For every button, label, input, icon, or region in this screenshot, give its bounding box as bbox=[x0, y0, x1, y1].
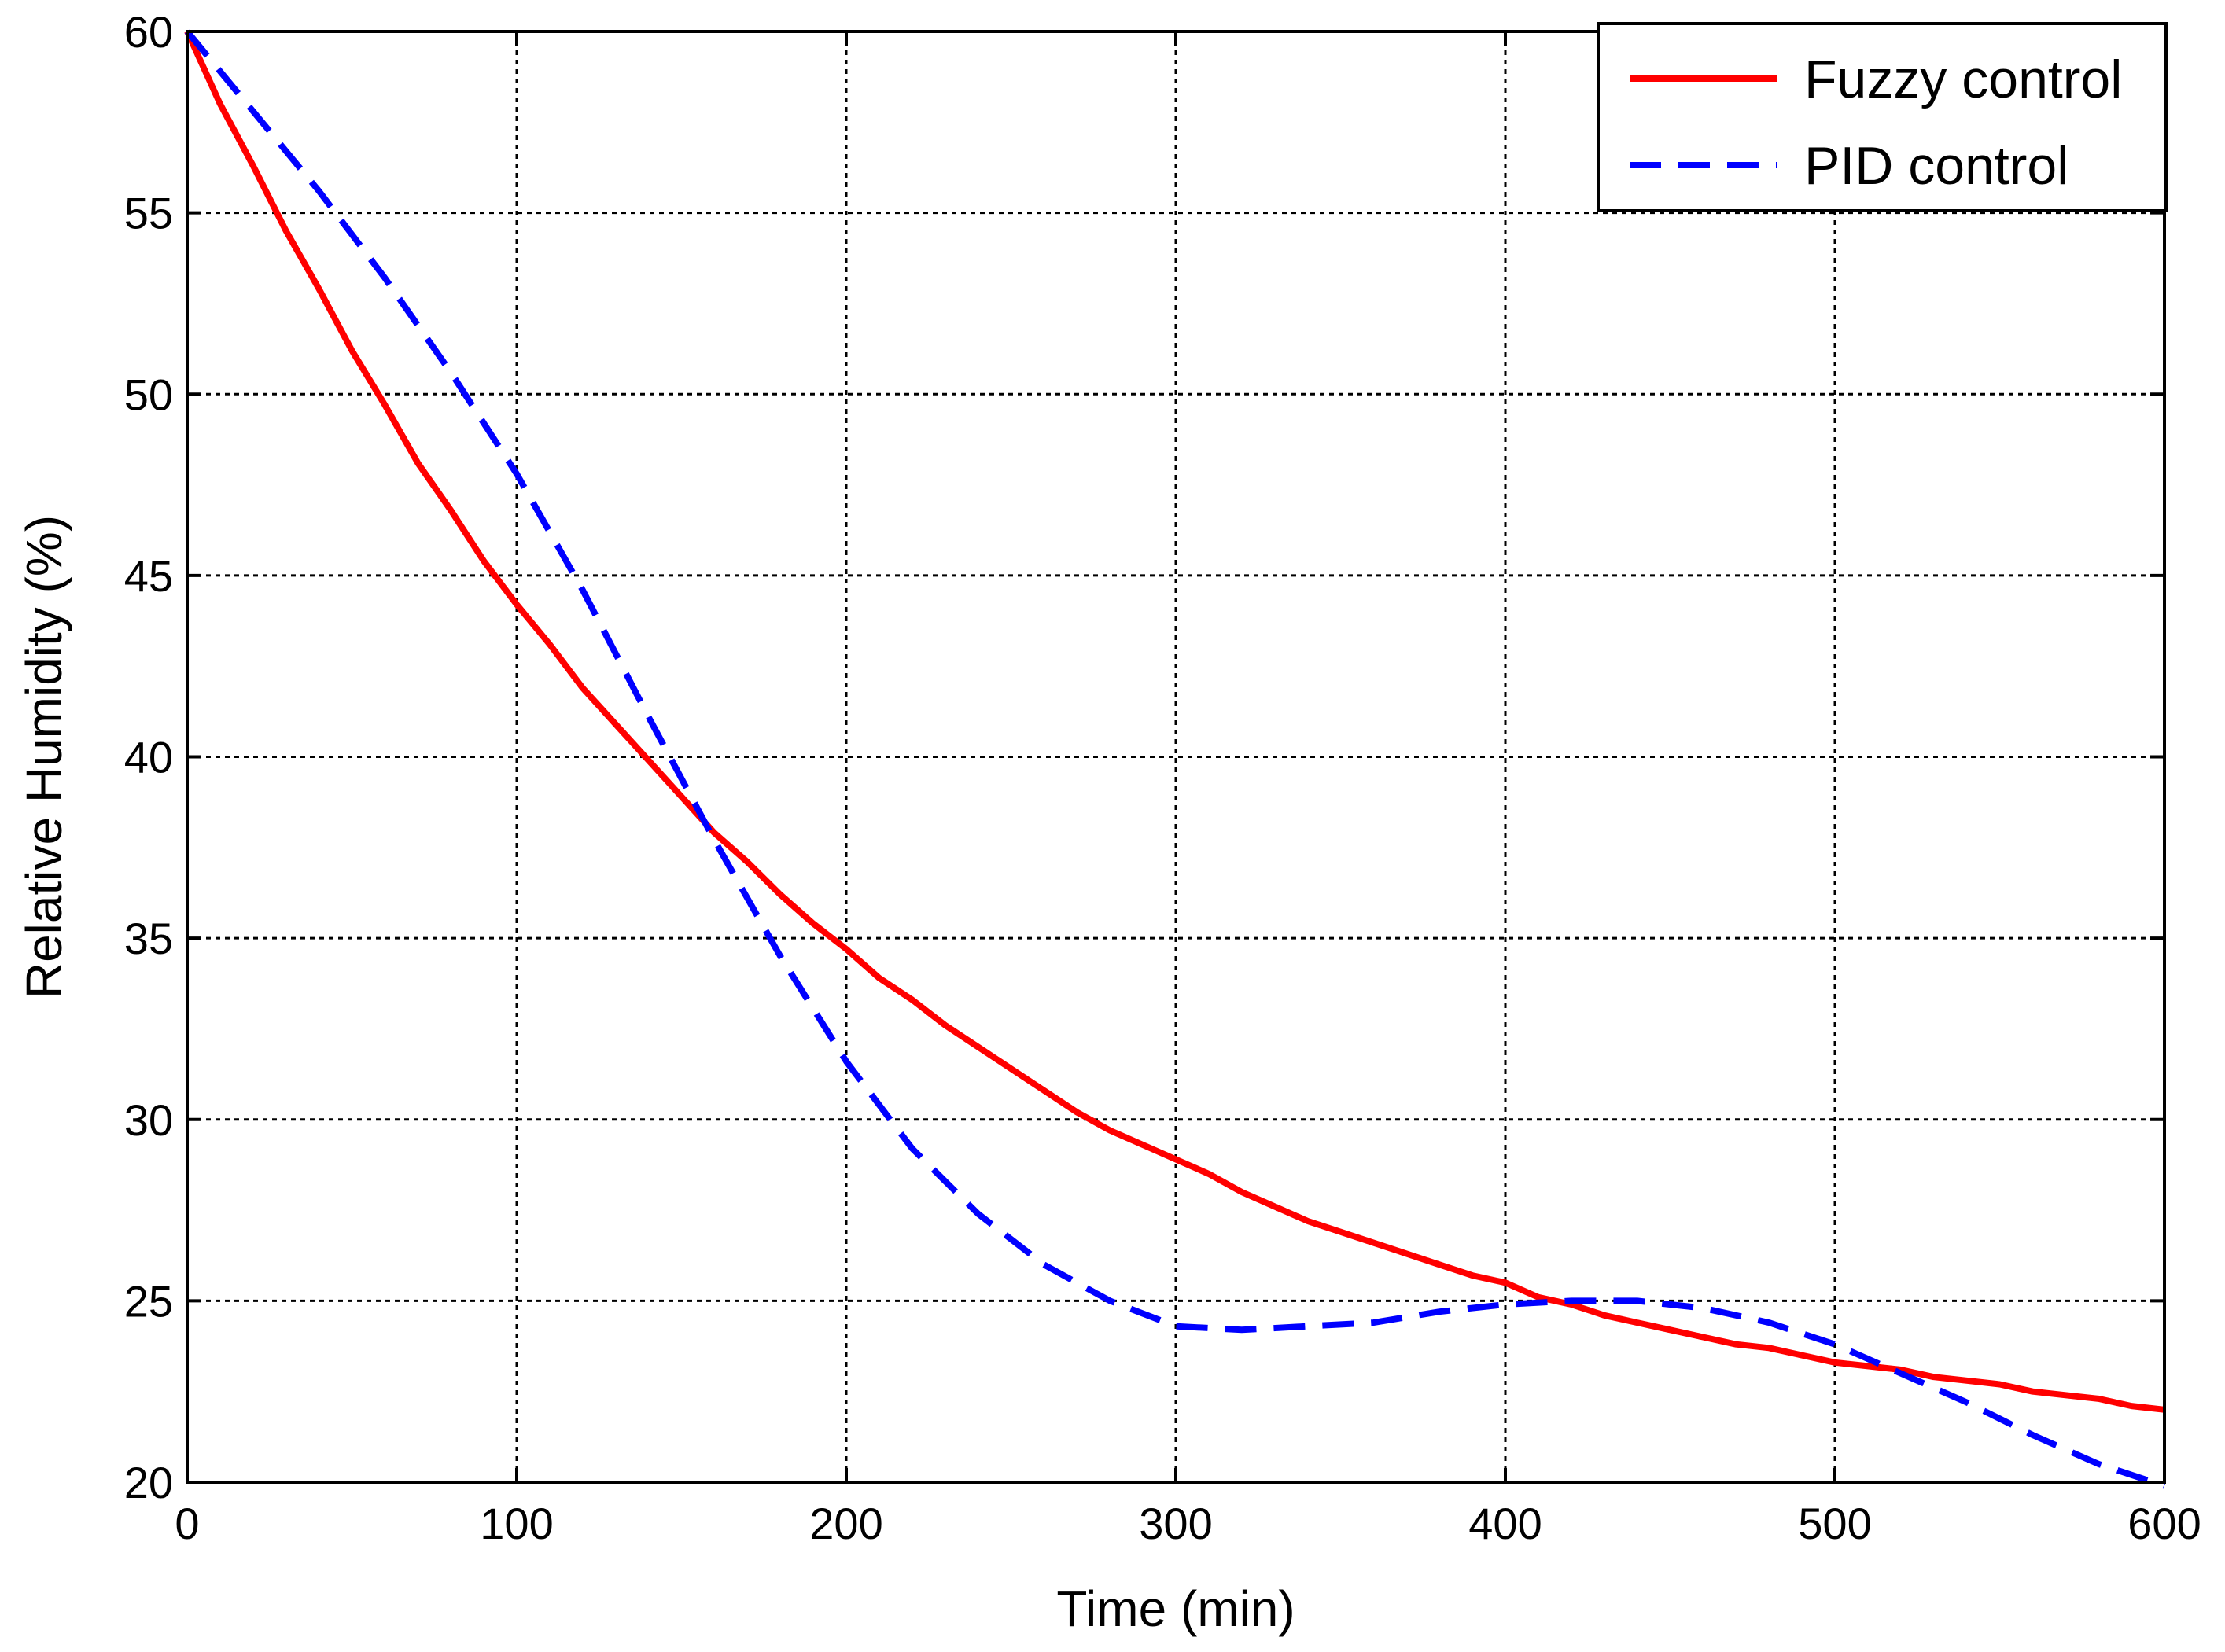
legend-label-fuzzy: Fuzzy control bbox=[1804, 50, 2122, 109]
x-tick-label: 100 bbox=[480, 1499, 553, 1548]
plot-frame bbox=[186, 30, 2166, 1484]
legend-label-pid: PID control bbox=[1804, 136, 2068, 196]
x-tick-label: 300 bbox=[1139, 1499, 1212, 1548]
y-axis-label: Relative Humidity (%) bbox=[16, 515, 72, 999]
y-tick-label: 45 bbox=[124, 551, 173, 601]
x-tick-label: 600 bbox=[2127, 1499, 2201, 1548]
legend-box bbox=[1597, 22, 2168, 212]
x-tick-label: 200 bbox=[809, 1499, 882, 1548]
x-tick-label: 400 bbox=[1468, 1499, 1542, 1548]
x-tick-labels: 0 100 200 300 400 500 600 bbox=[175, 1499, 2201, 1548]
y-tick-label: 25 bbox=[124, 1276, 173, 1326]
y-tick-labels: 20 25 30 35 40 45 50 55 60 bbox=[124, 7, 173, 1507]
grid bbox=[186, 30, 2166, 1484]
y-tick-label: 20 bbox=[124, 1458, 173, 1507]
y-tick-label: 50 bbox=[124, 370, 173, 419]
x-tick-label: 500 bbox=[1798, 1499, 1871, 1548]
y-tick-label: 40 bbox=[124, 733, 173, 782]
y-tick-label: 35 bbox=[124, 914, 173, 963]
legend: Fuzzy control PID control bbox=[1597, 22, 2168, 212]
y-tick-label: 30 bbox=[124, 1095, 173, 1145]
x-axis-label: Time (min) bbox=[1056, 1580, 1295, 1637]
series-layer bbox=[184, 29, 2166, 1489]
series-line-pid-control bbox=[184, 29, 2166, 1489]
y-tick-label: 55 bbox=[124, 189, 173, 238]
series-line-fuzzy-control bbox=[184, 30, 2165, 1413]
x-tick-label: 0 bbox=[175, 1499, 199, 1548]
y-tick-label: 60 bbox=[124, 7, 173, 57]
